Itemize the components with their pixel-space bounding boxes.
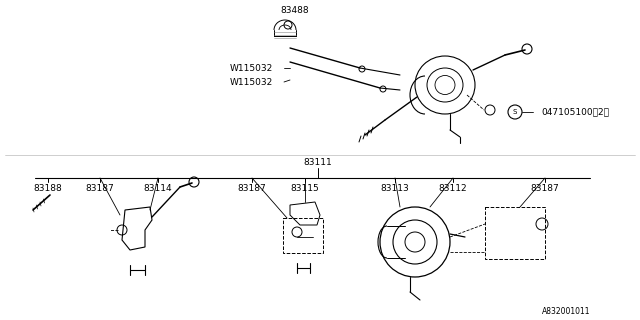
Text: 83113: 83113 [381, 183, 410, 193]
Text: 83111: 83111 [303, 157, 332, 166]
Text: W115032: W115032 [230, 77, 273, 86]
Text: A832001011: A832001011 [541, 308, 590, 316]
Text: 83115: 83115 [291, 183, 319, 193]
Text: 83187: 83187 [237, 183, 266, 193]
Bar [283, 218, 323, 253]
Text: S: S [513, 109, 517, 115]
Text: 047105100（2）: 047105100（2） [541, 108, 609, 116]
Text: 83188: 83188 [34, 183, 62, 193]
Text: 83114: 83114 [144, 183, 172, 193]
Text: W115032: W115032 [230, 63, 273, 73]
Text: 83112: 83112 [438, 183, 467, 193]
Text: 83488: 83488 [281, 5, 309, 14]
Text: 83187: 83187 [86, 183, 115, 193]
Text: 83187: 83187 [531, 183, 559, 193]
Bar [485, 207, 545, 259]
